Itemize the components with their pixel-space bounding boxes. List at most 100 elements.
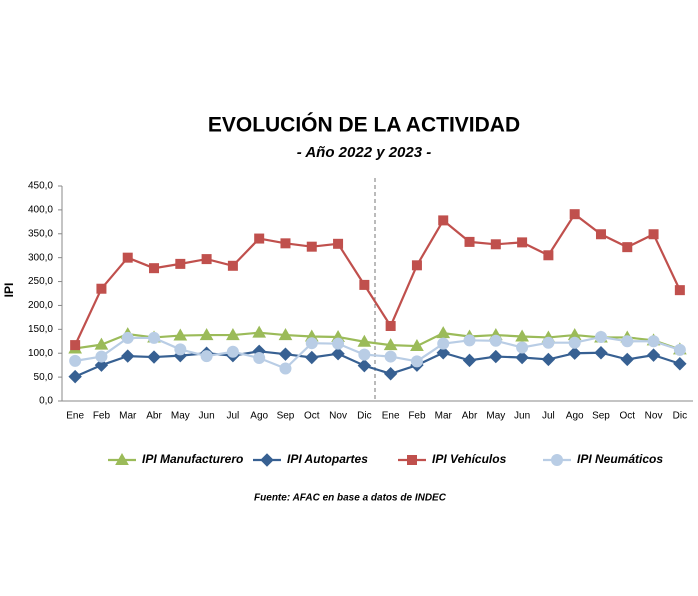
data-point (437, 337, 450, 350)
data-point (94, 337, 109, 350)
x-tick-label: Jun (514, 411, 530, 422)
data-point (646, 348, 661, 362)
data-point (253, 352, 266, 364)
legend-marker (407, 455, 417, 465)
legend-label: IPI Vehículos (432, 452, 507, 466)
data-point (201, 254, 212, 265)
data-point (595, 229, 606, 240)
x-tick-label: Oct (304, 411, 320, 422)
legend-marker (115, 452, 129, 465)
data-point (542, 336, 555, 349)
data-point (357, 358, 372, 373)
data-point (463, 334, 476, 347)
chart-title: EVOLUCIÓN DE LA ACTIVIDAD (208, 113, 520, 137)
data-point (148, 331, 161, 344)
y-tick-label: 250,0 (28, 276, 53, 287)
data-point (280, 238, 291, 249)
data-point (357, 334, 372, 347)
legend-label: IPI Manufacturero (142, 452, 243, 466)
data-point (384, 350, 397, 363)
data-point (175, 258, 186, 269)
x-tick-label: Sep (277, 411, 295, 422)
data-point (673, 343, 686, 356)
data-point (147, 350, 161, 364)
y-tick-label: 50,0 (34, 372, 54, 383)
data-point (620, 352, 634, 367)
x-tick-label: Feb (408, 411, 426, 422)
x-tick-label: Abr (462, 411, 478, 422)
y-tick-label: 150,0 (28, 324, 53, 335)
data-point (674, 285, 685, 296)
data-point (541, 352, 556, 367)
x-tick-label: Abr (146, 411, 162, 422)
x-tick-label: Ago (250, 411, 268, 422)
data-point (306, 241, 317, 252)
x-tick-label: Feb (93, 411, 111, 422)
x-tick-label: Dic (673, 411, 687, 422)
data-point (438, 215, 449, 226)
data-point (516, 341, 529, 354)
data-point (359, 279, 370, 290)
data-point (489, 349, 503, 364)
data-point (252, 325, 267, 338)
x-tick-label: May (486, 411, 505, 422)
data-point (517, 237, 528, 248)
x-tick-label: Mar (435, 411, 453, 422)
data-point (410, 339, 424, 352)
data-point (622, 242, 633, 253)
data-point (567, 346, 582, 360)
data-point (647, 335, 660, 348)
series-line (74, 212, 681, 346)
data-point (410, 355, 423, 368)
data-point (673, 357, 687, 371)
data-point (94, 358, 109, 372)
data-point (331, 346, 345, 361)
data-point (648, 229, 659, 240)
y-tick-label: 350,0 (28, 228, 53, 239)
data-point (279, 362, 292, 375)
y-tick-label: 300,0 (28, 252, 53, 263)
y-tick-label: 0,0 (39, 396, 53, 407)
data-point (278, 328, 293, 341)
data-point (226, 345, 239, 358)
data-point (543, 250, 554, 261)
data-point (305, 337, 318, 350)
y-tick-label: 400,0 (28, 205, 53, 216)
x-tick-label: Jul (226, 411, 239, 422)
data-point (199, 328, 214, 341)
x-tick-label: Ago (566, 411, 584, 422)
data-point (174, 343, 187, 356)
x-tick-label: Oct (619, 411, 635, 422)
series-line (74, 331, 681, 351)
data-point (96, 283, 107, 294)
x-tick-label: Ene (382, 411, 400, 422)
data-point (436, 326, 451, 339)
data-point (436, 346, 450, 360)
data-point (515, 350, 529, 365)
data-point (69, 354, 82, 367)
data-point (462, 353, 477, 368)
data-point (278, 347, 293, 361)
data-point (333, 238, 344, 249)
x-tick-label: Mar (119, 411, 137, 422)
legend-marker (551, 454, 563, 466)
legend-label: IPI Autopartes (287, 452, 368, 466)
data-point (149, 263, 160, 274)
x-tick-label: Jul (542, 411, 555, 422)
data-point (464, 236, 475, 247)
data-point (226, 328, 240, 341)
y-tick-label: 200,0 (28, 300, 53, 311)
y-tick-label: 100,0 (28, 348, 53, 359)
y-tick-label: 450,0 (28, 181, 53, 192)
data-point (489, 334, 502, 347)
data-point (411, 260, 422, 271)
data-point (95, 350, 108, 363)
data-point (254, 233, 265, 244)
legend-marker (260, 453, 274, 467)
data-point (621, 335, 634, 348)
data-point (68, 369, 82, 384)
data-point (515, 329, 529, 342)
data-point (332, 337, 345, 350)
x-tick-label: Jun (199, 411, 215, 422)
